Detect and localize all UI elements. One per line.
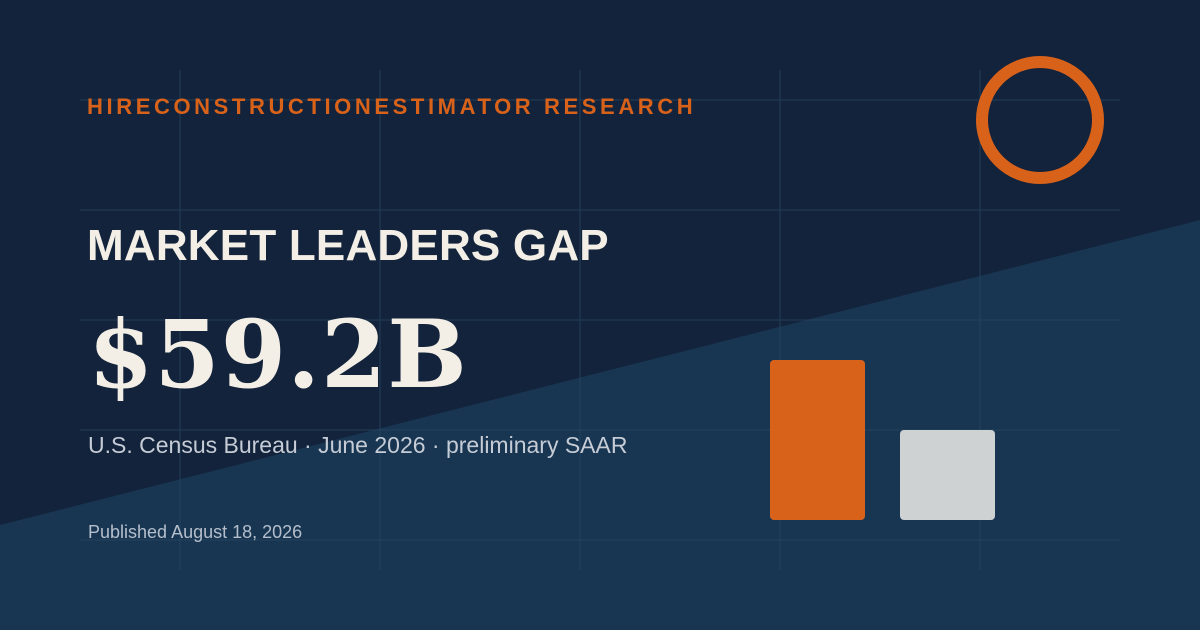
metric-value: $59.2B bbox=[88, 300, 468, 410]
runner-up-bar bbox=[900, 430, 995, 520]
source-line: U.S. Census Bureau · June 2026 · prelimi… bbox=[88, 432, 628, 458]
published-date: Published August 18, 2026 bbox=[88, 522, 303, 542]
leader-bar bbox=[770, 360, 865, 520]
background-diagonal-band bbox=[0, 220, 1200, 630]
ring-icon bbox=[976, 56, 1104, 184]
headline: MARKET LEADERS GAP bbox=[87, 221, 609, 270]
brand-name: HIRECONSTRUCTIONESTIMATOR RESEARCH bbox=[87, 94, 697, 119]
grid-lines bbox=[80, 70, 1120, 570]
